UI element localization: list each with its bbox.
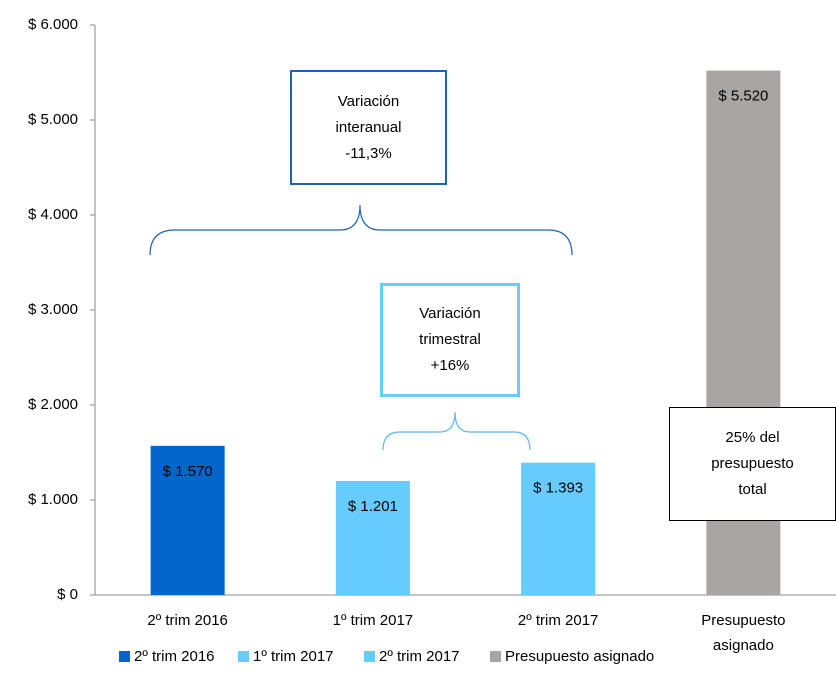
legend-item: 2º trim 2017 [364, 648, 460, 665]
annotation-line: -11,3% [345, 144, 392, 162]
x-tick-label: 2º trim 2017 [517, 612, 599, 629]
x-tick-label: 2º trim 2016 [147, 612, 228, 629]
annotation-box: Variación trimestral +16% [380, 283, 520, 397]
annotation-line: Variación [337, 92, 400, 110]
annotation-line: trimestral [419, 331, 481, 348]
annotation-line: presupuesto [711, 455, 794, 472]
annotation-line: +16% [430, 357, 470, 374]
value-label: $ 1.393 [533, 480, 583, 497]
y-tick-label: $ 3.000 [28, 301, 78, 318]
value-label: $ 1.570 [163, 463, 213, 480]
y-tick-label: $ 4.000 [28, 206, 78, 223]
annotation-box: Variación interanual -11,3% [290, 70, 447, 185]
y-tick-label: $ 0 [57, 586, 78, 603]
annotation-box: 25% del presupuesto total [669, 407, 836, 521]
brace [382, 411, 531, 451]
y-tick-label: $ 2.000 [28, 396, 78, 413]
y-tick-label: $ 6.000 [28, 16, 78, 33]
y-tick-label: $ 1.000 [28, 491, 78, 508]
annotation-line: Variación [419, 305, 481, 322]
legend-swatch [238, 651, 249, 662]
legend-item: 1º trim 2017 [238, 648, 334, 665]
legend-swatch [119, 651, 130, 662]
annotation-line: total [738, 481, 767, 498]
legend-swatch [490, 651, 501, 662]
legend-item: Presupuesto asignado [490, 648, 654, 665]
value-label: $ 5.520 [718, 88, 768, 105]
legend-label: 1º trim 2017 [253, 648, 334, 665]
x-tick-label: 1º trim 2017 [332, 612, 414, 629]
value-label: $ 1.201 [348, 498, 398, 515]
legend-label: Presupuesto asignado [505, 648, 655, 665]
annotation-line: 25% del [725, 429, 780, 446]
legend-label: 2º trim 2016 [134, 648, 215, 665]
x-tick-label: Presupuesto asignado [701, 612, 786, 654]
bar [150, 445, 225, 595]
y-tick-label: $ 5.000 [28, 111, 78, 128]
brace [149, 204, 573, 256]
legend-label: 2º trim 2017 [379, 648, 460, 665]
legend-item: 2º trim 2016 [119, 648, 215, 665]
bar [521, 462, 596, 595]
legend-swatch [364, 651, 375, 662]
bar [335, 480, 410, 595]
annotation-line: interanual [335, 118, 402, 136]
